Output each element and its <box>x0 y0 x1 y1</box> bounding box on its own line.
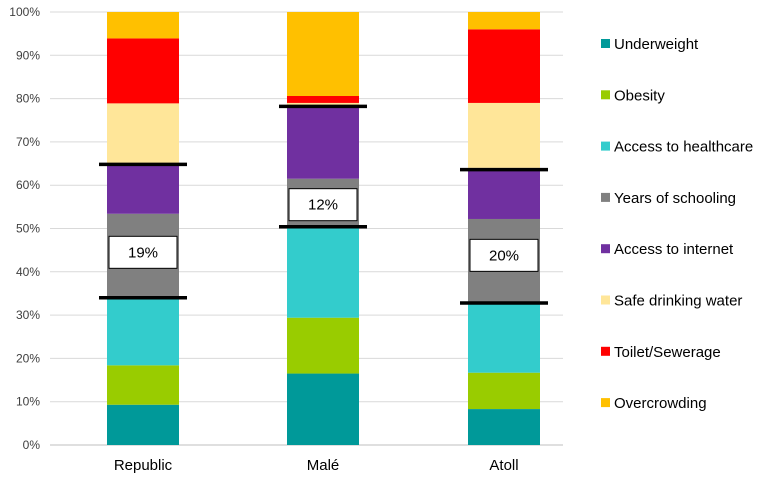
bar-segment <box>468 409 540 445</box>
x-category-label: Atoll <box>489 457 518 474</box>
bar-segment <box>287 105 359 179</box>
box-label-frame <box>469 238 539 272</box>
legend-label: Obesity <box>614 87 665 104</box>
bar-segment <box>468 29 540 103</box>
bar-segment <box>287 12 359 97</box>
y-tick-label: 10% <box>16 395 40 409</box>
legend-label: Access to internet <box>614 241 734 258</box>
box-label-frame <box>108 235 178 269</box>
y-tick-label: 60% <box>16 178 40 192</box>
legend-swatch <box>601 346 610 356</box>
bar-segment <box>107 365 179 405</box>
y-tick-label: 20% <box>16 351 40 365</box>
legend-label: Overcrowding <box>614 395 707 412</box>
bar-segment <box>107 103 179 166</box>
bar-segment <box>287 317 359 374</box>
bar-segment <box>287 102 359 106</box>
y-tick-label: 70% <box>16 135 40 149</box>
bar-segment <box>287 228 359 318</box>
legend-label: Toilet/Sewerage <box>614 344 721 361</box>
y-tick-label: 0% <box>23 438 41 452</box>
legend-swatch <box>601 39 610 48</box>
legend-swatch <box>601 244 610 254</box>
bar-segment <box>107 404 179 445</box>
y-tick-label: 90% <box>16 48 40 62</box>
y-tick-label: 80% <box>16 92 40 106</box>
legend-label: Years of schooling <box>614 190 736 207</box>
legend-label: Underweight <box>614 36 699 53</box>
bar-segment <box>468 167 540 219</box>
bar-segment <box>107 38 179 104</box>
bar-segment <box>468 372 540 410</box>
legend-swatch <box>601 398 610 408</box>
legend-swatch <box>601 141 610 151</box>
y-tick-label: 40% <box>16 265 40 279</box>
box-label-text: 12% <box>308 197 338 214</box>
legend-label: Access to healthcare <box>614 139 753 156</box>
bar-segment <box>468 302 540 373</box>
box-label-text: 20% <box>489 247 519 264</box>
bar-segment <box>468 12 540 30</box>
box-label-text: 19% <box>128 244 158 261</box>
bar-segment <box>107 298 179 366</box>
x-category-label: Republic <box>114 457 173 474</box>
bar-segment <box>107 165 179 214</box>
legend-swatch <box>601 192 610 202</box>
legend-swatch <box>601 90 610 100</box>
legend-swatch <box>601 295 610 305</box>
box-label-frame <box>288 188 358 222</box>
bar-segment <box>287 96 359 103</box>
bar-segment <box>287 373 359 445</box>
y-tick-label: 50% <box>16 222 40 236</box>
y-tick-label: 100% <box>9 5 40 19</box>
legend-label: Safe drinking water <box>614 293 742 310</box>
y-tick-label: 30% <box>16 308 40 322</box>
x-category-label: Malé <box>307 457 340 474</box>
bar-segment <box>107 12 179 39</box>
bar-segment <box>468 102 540 168</box>
